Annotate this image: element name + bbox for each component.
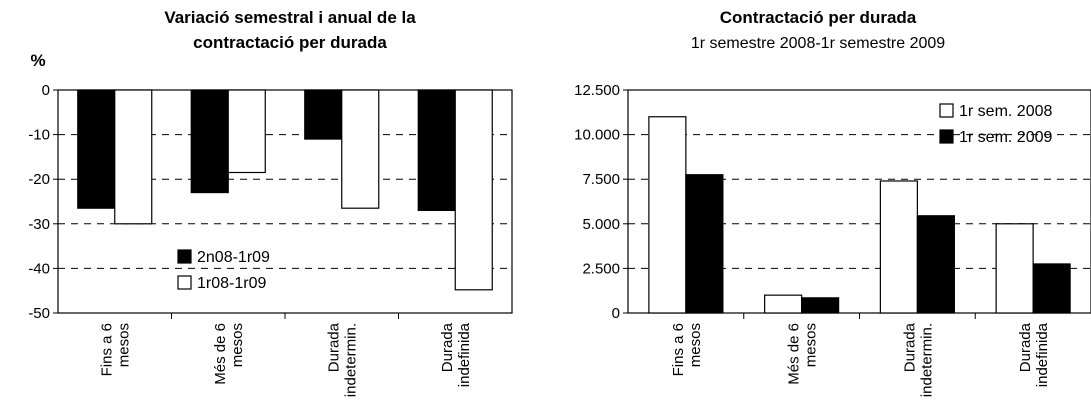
chart1-ytick-label: -30 <box>28 216 50 233</box>
chart2-ytick-label: 7.500 <box>582 171 620 188</box>
chart2-ytick-label: 0 <box>612 305 620 322</box>
chart1-title-line2: contractació per durada <box>193 33 387 52</box>
chart2-ytick-label: 2.500 <box>582 260 620 277</box>
chart-variation: Variació semestral i anual de la contrac… <box>28 8 513 397</box>
chart1-bar <box>454 89 493 291</box>
chart1-category-label: Més de 6 <box>212 323 229 385</box>
chart1-category-label: indefinida <box>456 322 473 387</box>
chart1-legend-label: 1r08-1r09 <box>197 275 266 292</box>
chart1-ytick-label: -50 <box>28 305 50 322</box>
chart2-bar <box>879 180 918 314</box>
chart1-category-label: indetermin. <box>343 323 360 397</box>
chart1-bar <box>341 89 380 209</box>
chart1-category-label: mesos <box>229 323 246 367</box>
chart1-category-label: Fins a 6 <box>99 323 116 376</box>
chart1-bar <box>227 89 266 174</box>
chart1-category-label: Durada <box>326 322 343 372</box>
chart1-category-label: Durada <box>439 322 456 372</box>
chart-contracts: Contractació per durada 1r semestre 2008… <box>574 8 1091 397</box>
chart1-title-line1: Variació semestral i anual de la <box>164 8 416 27</box>
chart2-category-label: indefinida <box>1034 322 1051 387</box>
chart2-subtitle: 1r semestre 2008-1r semestre 2009 <box>691 35 945 52</box>
chart1-ytick-label: -40 <box>28 260 50 277</box>
chart1-bar <box>77 89 116 209</box>
chart2-legend-label: 1r sem. 2008 <box>959 103 1052 120</box>
chart1-ylabel: % <box>30 51 45 70</box>
chart1-bar <box>417 89 456 212</box>
chart2-category-label: mesos <box>687 323 704 367</box>
chart2-bar <box>1032 263 1071 314</box>
chart1-ytick-label: 0 <box>42 82 50 99</box>
chart2-bar <box>764 294 803 314</box>
chart2-legend-swatch <box>939 103 954 118</box>
chart2-category-label: Durada <box>1017 322 1034 372</box>
chart2-legend-label: 1r sem. 2009 <box>959 129 1052 146</box>
chart2-bar <box>648 116 687 314</box>
chart2-bar <box>685 174 724 314</box>
chart1-category-label: mesos <box>116 323 133 367</box>
chart2-legend-swatch <box>939 129 954 144</box>
chart2-bar <box>801 297 840 314</box>
chart1-bar <box>114 89 153 225</box>
chart2-title: Contractació per durada <box>720 8 917 27</box>
chart1-bar <box>190 89 229 194</box>
chart1-bar <box>304 89 343 140</box>
chart1-legend-label: 2n08-1r09 <box>197 249 270 266</box>
chart2-category-label: Fins a 6 <box>670 323 687 376</box>
chart2-category-label: Durada <box>901 322 918 372</box>
chart2-category-label: indetermin. <box>918 323 935 397</box>
chart2-category-label: Més de 6 <box>786 323 803 385</box>
chart2-bar <box>916 215 955 314</box>
chart1-ytick-label: -10 <box>28 127 50 144</box>
chart2-ytick-label: 12.500 <box>574 82 620 99</box>
chart1-legend-swatch <box>177 275 192 290</box>
chart2-bar <box>995 223 1034 314</box>
chart2-category-label: mesos <box>803 323 820 367</box>
chart2-ytick-label: 10.000 <box>574 127 620 144</box>
chart1-ytick-label: -20 <box>28 171 50 188</box>
chart2-ytick-label: 5.000 <box>582 216 620 233</box>
chart1-legend-swatch <box>177 249 192 264</box>
